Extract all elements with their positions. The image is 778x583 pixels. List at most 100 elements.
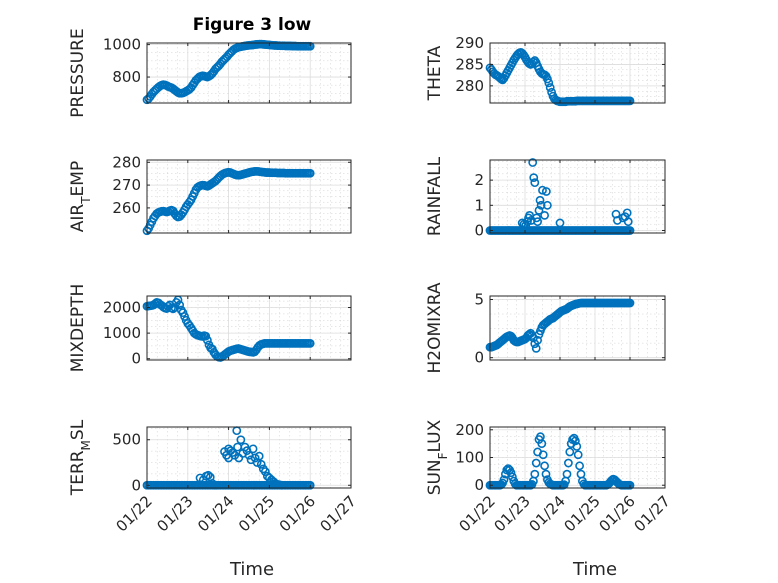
subplot-3: 260 270 280 AIRTEMP [68, 153, 352, 236]
y-tick-label: 290 [455, 34, 484, 52]
data-point [506, 468, 516, 478]
y-tick-label: 500 [112, 431, 141, 449]
data-point [530, 469, 540, 479]
data-point [532, 213, 541, 223]
y-tick-label: 0 [131, 476, 141, 494]
data-series [485, 432, 635, 490]
axes-frame [146, 42, 352, 104]
data-point [248, 444, 258, 454]
y-tick-label: 285 [455, 55, 484, 73]
y-tick-label: 270 [112, 176, 141, 194]
data-point [555, 218, 565, 228]
axes-frame [146, 295, 352, 361]
axes-frame [489, 42, 666, 104]
x-axis-label-left: Time [229, 559, 274, 580]
data-point [536, 200, 546, 210]
x-tick-label: 01/25 [235, 492, 278, 535]
data-point [540, 210, 549, 220]
data-point [277, 480, 287, 490]
data-point [625, 96, 635, 106]
data-series [142, 167, 315, 236]
data-point [533, 217, 542, 227]
data-series [485, 298, 635, 353]
data-point [534, 205, 544, 215]
data-point [541, 469, 551, 479]
y-tick-label: 0 [474, 349, 484, 367]
x-tick-label: 01/22 [113, 492, 156, 535]
data-point [203, 470, 213, 480]
y-tick-label: 200 [455, 421, 484, 439]
y-tick-label: 1000 [103, 36, 141, 54]
x-tick-label: 01/27 [317, 492, 360, 535]
data-point [175, 300, 185, 310]
y-tick-label: 0 [474, 476, 484, 494]
x-tick-label: 01/23 [153, 492, 196, 535]
x-tick-label: 01/24 [194, 492, 237, 535]
data-point [538, 185, 547, 195]
y-axis-label: TERRMSL [68, 419, 93, 496]
y-tick-label: 0 [474, 221, 484, 239]
y-tick-label: 2 [474, 171, 484, 189]
x-tick-label: 01/22 [456, 492, 499, 535]
data-point [499, 475, 509, 485]
subplot-2: 280 285 290 THETA [425, 34, 666, 107]
y-tick-label: 0 [131, 350, 141, 368]
data-point [573, 450, 583, 460]
axes-frame [489, 295, 666, 361]
data-series [485, 158, 635, 235]
x-tick-label: 01/26 [596, 492, 639, 535]
data-point [538, 450, 548, 460]
y-tick-label: 5 [474, 290, 484, 308]
subplot-5: 0 1000 2000 MIXDEPTH [68, 284, 352, 372]
data-point [571, 436, 580, 446]
data-point [572, 442, 582, 451]
data-point [531, 458, 541, 468]
y-axis-label: SUNFLUX [425, 419, 450, 495]
x-tick-label: 01/27 [631, 492, 674, 535]
data-series [142, 39, 315, 105]
data-point [250, 453, 260, 463]
data-series [485, 48, 635, 107]
axes-frame [146, 426, 352, 489]
data-point [540, 461, 549, 471]
data-point [207, 479, 217, 488]
data-point [625, 480, 635, 490]
data-point [541, 187, 551, 196]
data-point [544, 78, 554, 88]
data-point [254, 451, 264, 461]
data-point [562, 469, 572, 479]
x-tick-label: 01/25 [561, 492, 604, 535]
data-point [529, 173, 539, 183]
data-point [305, 168, 315, 178]
data-point [533, 335, 542, 345]
y-axis-label: RAINFALL [425, 156, 445, 236]
x-tick-label: 01/23 [491, 492, 534, 535]
data-point [623, 217, 633, 227]
data-series [142, 426, 315, 490]
y-tick-label: 260 [112, 199, 141, 217]
data-point [305, 480, 315, 490]
data-point [531, 343, 541, 353]
data-point [622, 208, 632, 218]
data-point [211, 480, 221, 490]
subplot-1: 800 1000 PRESSURE [68, 28, 352, 118]
data-point [543, 74, 552, 84]
y-tick-label: 280 [455, 77, 484, 95]
data-point [202, 335, 212, 345]
data-point [305, 338, 315, 348]
data-point [530, 178, 540, 188]
data-point [535, 195, 545, 205]
y-tick-label: 280 [112, 153, 141, 171]
data-point [260, 467, 270, 477]
data-point [201, 331, 211, 341]
data-point [575, 461, 584, 471]
data-point [564, 458, 573, 468]
y-tick-label: 1 [474, 196, 484, 214]
axes-frame [489, 159, 666, 234]
data-point [528, 158, 538, 167]
data-point [625, 298, 635, 308]
data-point [625, 226, 635, 235]
